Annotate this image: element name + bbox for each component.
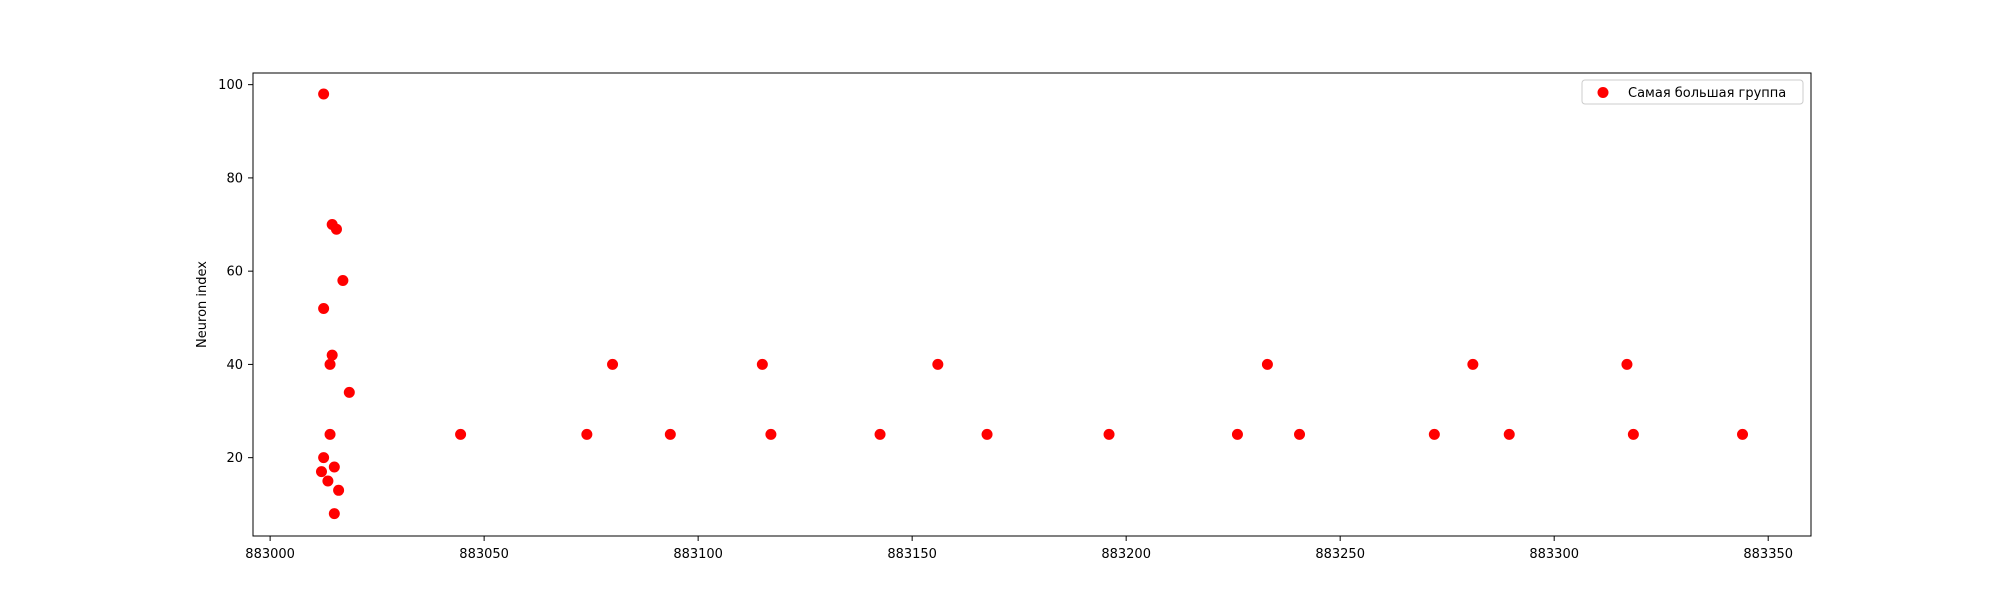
x-tick-label: 883050: [459, 547, 509, 562]
scatter-point: [330, 223, 342, 235]
scatter-point: [318, 452, 330, 464]
legend-label: Самая большая группа: [1628, 86, 1786, 101]
scatter-point: [324, 358, 336, 370]
scatter-point: [874, 428, 886, 440]
scatter-point: [322, 475, 334, 487]
y-axis-label: Neuron index: [195, 261, 210, 348]
scatter-point: [324, 428, 336, 440]
scatter-point: [1621, 358, 1633, 370]
scatter-point: [765, 428, 777, 440]
scatter-point: [1428, 428, 1440, 440]
legend: Самая большая группа: [1581, 79, 1804, 105]
legend-marker: [1597, 87, 1609, 98]
scatter-point: [326, 349, 338, 361]
scatter-point: [1231, 428, 1243, 440]
scatter-point: [607, 358, 619, 370]
x-tick-label: 883000: [245, 547, 295, 562]
plot-frame: [252, 72, 1812, 537]
points-layer: [315, 88, 1749, 520]
scatter-point: [343, 386, 355, 398]
y-tick-label: 20: [226, 451, 243, 466]
scatter-point: [1467, 358, 1479, 370]
x-tick-label: 883150: [887, 547, 937, 562]
scatter-point: [664, 428, 676, 440]
scatter-point: [981, 428, 993, 440]
scatter-point: [328, 508, 340, 520]
scatter-point: [1261, 358, 1273, 370]
y-tick-label: 60: [226, 265, 243, 280]
x-tick-label: 883300: [1529, 547, 1579, 562]
legend-box: [1581, 79, 1804, 105]
y-tick-label: 40: [226, 358, 243, 373]
scatter-point: [581, 428, 593, 440]
y-tick-label: 100: [218, 78, 243, 93]
x-tick-label: 883350: [1743, 547, 1793, 562]
scatter-point: [1294, 428, 1306, 440]
x-tick-label: 883250: [1315, 547, 1365, 562]
scatter-point: [315, 466, 327, 478]
x-tick-label: 883200: [1101, 547, 1151, 562]
scatter-point: [1627, 428, 1639, 440]
scatter-point: [455, 428, 467, 440]
scatter-point: [1503, 428, 1515, 440]
scatter-point: [1737, 428, 1749, 440]
scatter-point: [756, 358, 768, 370]
scatter-point: [328, 461, 340, 473]
scatter-point: [932, 358, 944, 370]
ticks-layer: 883000 883050 883100 883150 883200 883250 8833…: [218, 78, 1793, 562]
scatter-point: [333, 484, 345, 496]
scatter-point: [337, 274, 349, 286]
scatter-point: [318, 302, 330, 314]
scatter-point: [1103, 428, 1115, 440]
scatter-point: [318, 88, 330, 100]
y-tick-label: 80: [226, 171, 243, 186]
x-tick-label: 883100: [673, 547, 723, 562]
